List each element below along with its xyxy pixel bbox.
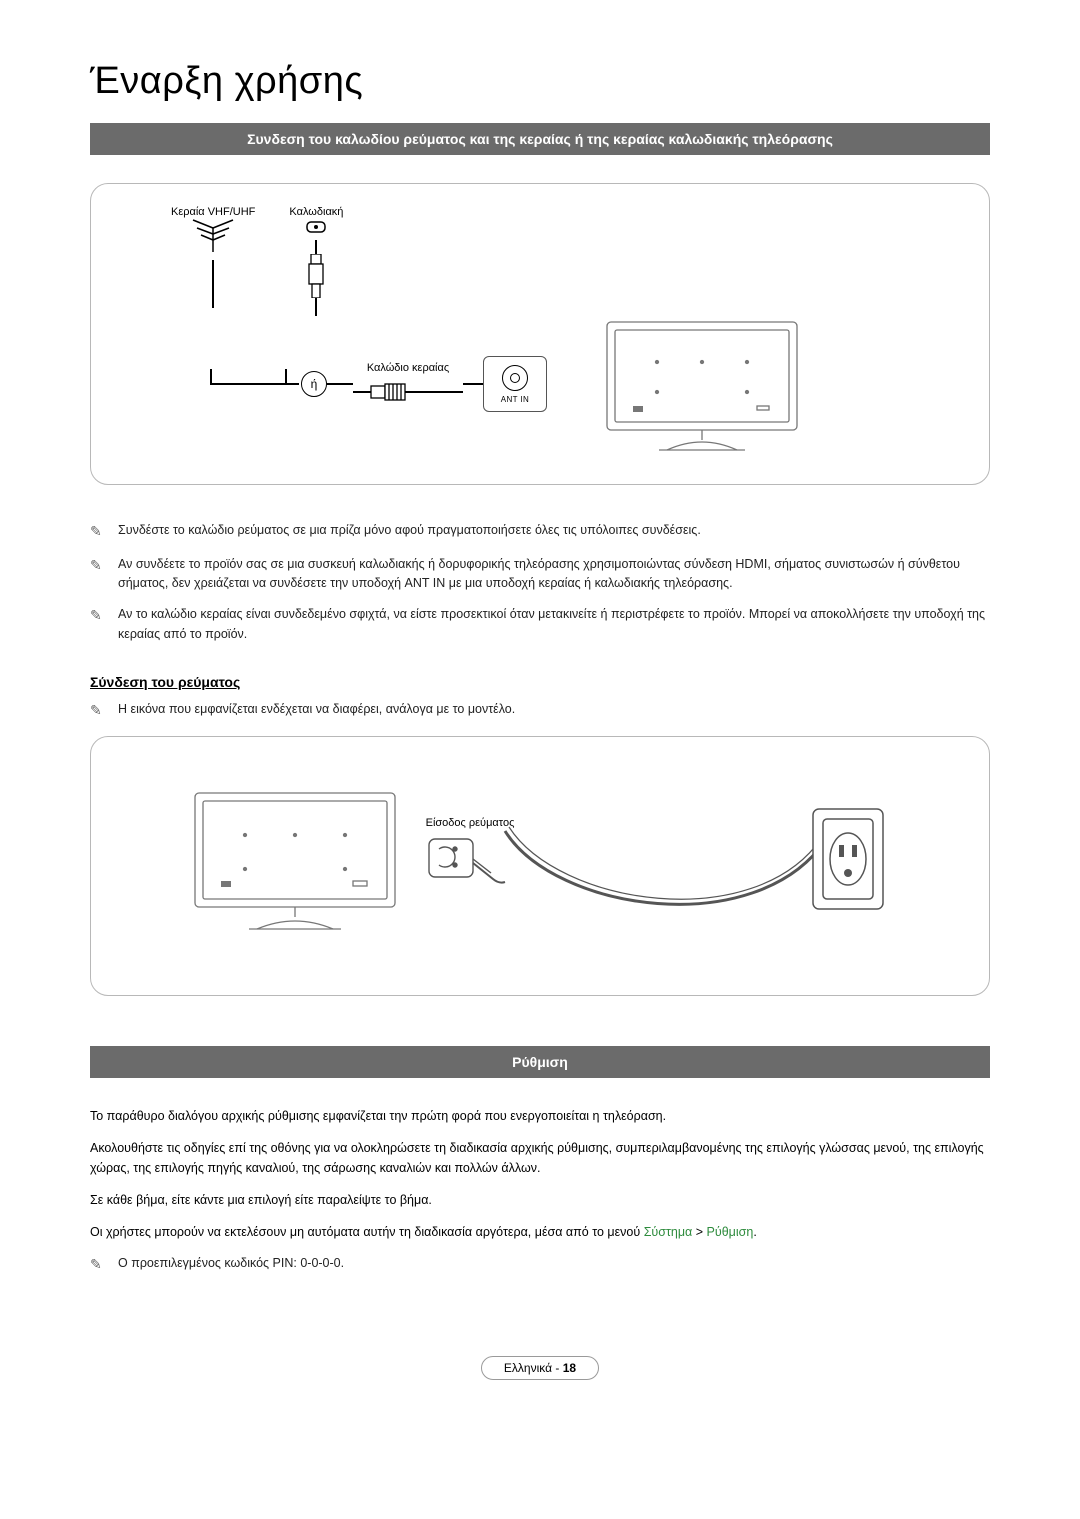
system-link[interactable]: Σύστημα [644,1225,693,1239]
footer-language: Ελληνικά [504,1361,552,1375]
setup-menu-suffix: . [753,1225,756,1239]
power-diagram: Είσοδος ρεύματος [90,736,990,996]
footer-page-number: 18 [563,1361,576,1375]
note-icon: ✎ [90,521,108,543]
note-text: Αν το καλώδιο κεραίας είναι συνδεδεμένο … [118,605,990,644]
setup-text-block: Το παράθυρο διαλόγου αρχικής ρύθμισης εμ… [90,1106,990,1276]
footer-separator: - [552,1361,563,1375]
antenna-diagram: Κεραία VHF/UHF Καλωδιακή [90,183,990,485]
power-heading: Σύνδεση του ρεύματος [90,674,990,690]
vhf-uhf-label: Κεραία VHF/UHF [171,206,255,218]
tv-back-power-icon [185,781,415,941]
note-icon: ✎ [90,605,108,644]
tv-back-icon [597,314,807,454]
note-icon: ✎ [90,700,108,722]
page-footer: Ελληνικά - 18 [90,1356,990,1380]
cable-label: Καλωδιακή [289,206,343,218]
setup-paragraph: Ακολουθήστε τις οδηγίες επί της οθόνης γ… [90,1138,990,1178]
ant-in-port: ANT IN [483,356,547,412]
section-setup-bar: Ρύθμιση [90,1046,990,1078]
wall-outlet-icon [805,801,895,921]
cable-down-arrow-icon [315,240,317,254]
setup-paragraph: Το παράθυρο διαλόγου αρχικής ρύθμισης εμ… [90,1106,990,1126]
menu-separator: > [692,1225,706,1239]
note-icon: ✎ [90,1254,108,1276]
junction-lines-icon [191,369,301,399]
section-antenna-bar: Συνδεση του καλωδίου ρεύματος και της κε… [90,123,990,155]
setup-menu-prefix: Οι χρήστες μπορούν να εκτελέσουν μη αυτό… [90,1225,644,1239]
setup-link[interactable]: Ρύθμιση [707,1225,754,1239]
note-icon: ✎ [90,555,108,594]
coax-cable-icon [353,378,463,406]
antenna-cable-label: Καλώδιο κεραίας [367,362,449,374]
note-text: Συνδέστε το καλώδιο ρεύματος σε μια πρίζ… [118,521,701,543]
note-text: Αν συνδέετε το προϊόν σας σε μια συσκευή… [118,555,990,594]
or-circle: ή [301,371,327,397]
power-note-text: Η εικόνα που εμφανίζεται ενδέχεται να δι… [118,700,515,722]
antenna-notes: ✎ Συνδέστε το καλώδιο ρεύματος σε μια πρί… [90,521,990,644]
coax-plug-icon [307,254,325,298]
pin-note-text: Ο προεπιλεγμένος κωδικός PIN: 0-0-0-0. [118,1254,344,1276]
setup-menu-line: Οι χρήστες μπορούν να εκτελέσουν μη αυτό… [90,1222,990,1242]
setup-paragraph: Σε κάθε βήμα, είτε κάντε μια επιλογή είτ… [90,1190,990,1210]
page-title: Έναρξη χρήσης [90,60,990,103]
cable-wall-icon [305,218,327,240]
vhf-antenna-icon [183,218,243,254]
ant-in-label: ANT IN [501,395,529,404]
power-cable-icon [495,771,845,951]
